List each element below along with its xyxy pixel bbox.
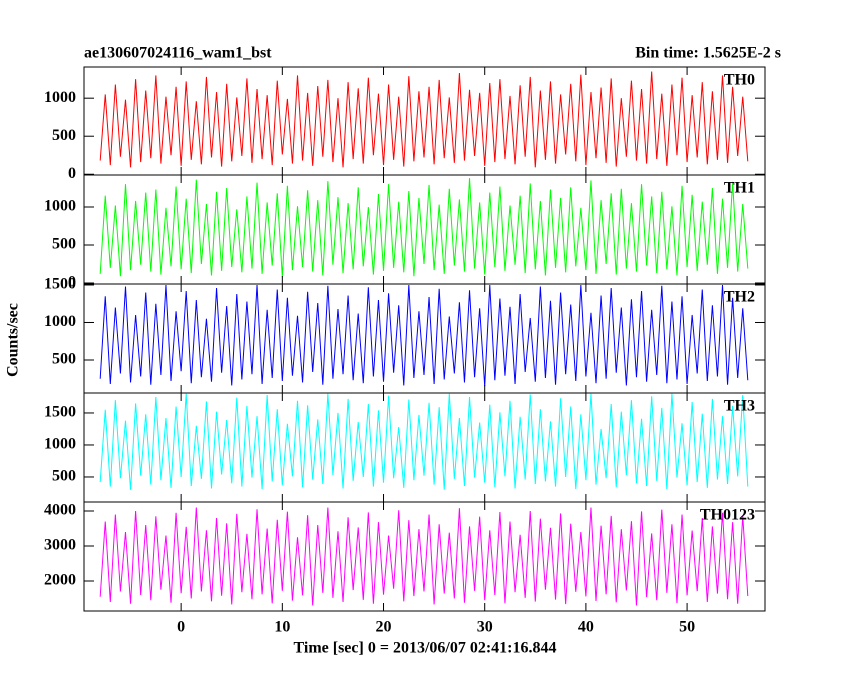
panel-label: TH3 xyxy=(724,398,755,415)
y-tick-label: 4000 xyxy=(44,502,76,519)
panel-frame xyxy=(83,174,766,285)
chart-subtitle: Bin time: 1.5625E-2 s xyxy=(635,45,781,62)
panel-frame xyxy=(83,392,766,503)
x-tick-label: 20 xyxy=(376,619,392,636)
y-tick-label: 1000 xyxy=(44,198,76,215)
y-tick-label: 1000 xyxy=(44,436,76,453)
light-curve xyxy=(99,178,749,277)
y-tick-label: 3000 xyxy=(44,537,76,554)
y-tick-label: 1500 xyxy=(44,276,76,293)
panel-label: TH1 xyxy=(724,180,755,197)
y-tick-label: 1000 xyxy=(44,89,76,106)
light-curve xyxy=(99,284,749,387)
y-tick-label: 1000 xyxy=(44,313,76,330)
y-tick-label: 0 xyxy=(68,274,76,291)
x-tick-label: 40 xyxy=(578,619,594,636)
x-tick-label: 50 xyxy=(679,619,695,636)
y-tick-label: 500 xyxy=(52,127,76,144)
x-tick-label: 0 xyxy=(177,619,185,636)
light-curve xyxy=(99,393,749,490)
panel-label: TH2 xyxy=(724,289,755,306)
panel-frame xyxy=(83,501,766,612)
panel-label: TH0123 xyxy=(700,507,755,524)
y-tick-label: 500 xyxy=(52,468,76,485)
x-tick-label: 30 xyxy=(477,619,493,636)
y-axis-label: Counts/sec xyxy=(5,303,22,377)
x-axis-label: Time [sec] 0 = 2013/06/07 02:41:16.844 xyxy=(293,640,556,657)
panel-label: TH0 xyxy=(724,72,755,89)
chart-title: ae130607024116_wam1_bst xyxy=(84,45,272,62)
light-curve xyxy=(99,507,749,606)
light-curve xyxy=(99,71,749,168)
x-tick-label: 10 xyxy=(274,619,290,636)
y-tick-label: 2000 xyxy=(44,572,76,589)
y-tick-label: 1500 xyxy=(44,404,76,421)
y-tick-label: 500 xyxy=(52,351,76,368)
y-tick-label: 0 xyxy=(68,165,76,182)
y-tick-label: 500 xyxy=(52,236,76,253)
